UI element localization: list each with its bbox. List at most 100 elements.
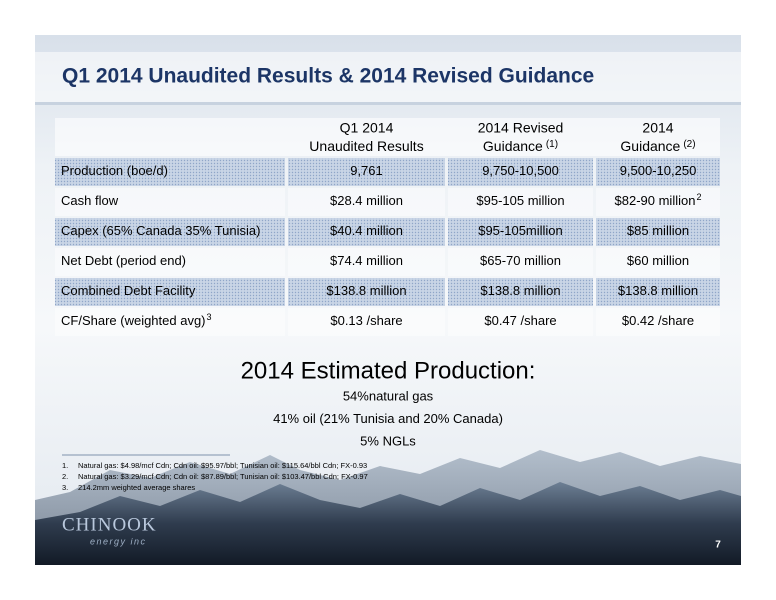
row-value: $65-70 million: [480, 253, 561, 268]
row-value: $60 million: [627, 253, 689, 268]
cell-text: 9,750-10,500: [482, 163, 559, 178]
cell-text: $0.42 /share: [622, 313, 694, 328]
production-heading: 2014 Estimated Production:: [241, 357, 536, 384]
cell-text: 9,761: [350, 163, 383, 178]
title-band: [35, 52, 741, 102]
cell-text: $28.4 million: [330, 193, 403, 208]
row-value: $95-105 million: [476, 193, 564, 208]
row-value: $0.42 /share: [622, 313, 694, 328]
table-cell: [596, 158, 720, 186]
table-cell: [596, 218, 720, 246]
table-cell: [448, 158, 593, 186]
row-value: $138.8 million: [326, 283, 406, 298]
footnote-text: 214.2mm weighted average shares: [78, 483, 195, 492]
mountains-front: [35, 482, 741, 565]
table-cell: [596, 188, 720, 216]
table-cell: [55, 248, 285, 276]
table-cell: [596, 278, 720, 306]
table-cell: [448, 248, 593, 276]
table-cell: [55, 188, 285, 216]
row-label: Cash flow: [61, 193, 119, 208]
table-cell: [55, 158, 285, 186]
cell-text: $138.8 million: [326, 283, 406, 298]
logo-name: CHINOOK: [62, 514, 157, 535]
cell-text: Capex (65% Canada 35% Tunisia): [61, 223, 260, 238]
header-superscript: (2): [683, 139, 695, 150]
table-cell: [448, 218, 593, 246]
production-line: 41% oil (21% Tunisia and 20% Canada): [273, 411, 503, 426]
footnote-number: 3.: [62, 483, 68, 492]
row-value: 9,761: [350, 163, 383, 178]
row-value: 9,750-10,500: [482, 163, 559, 178]
row-label: Combined Debt Facility: [61, 283, 196, 298]
footnote-number: 2.: [62, 472, 68, 481]
cell-text: $40.4 million: [330, 223, 403, 238]
header-text: Guidance: [483, 138, 543, 154]
table-cell: [288, 278, 445, 306]
row-value: $138.8 million: [480, 283, 560, 298]
header-line: Q1 2014: [340, 120, 394, 136]
cell-text: $60 million: [627, 253, 689, 268]
logo-tagline: energy inc: [90, 536, 147, 546]
row-label: CF/Share (weighted avg)3: [61, 312, 212, 328]
table-cell: [288, 248, 445, 276]
cell-text: $65-70 million: [480, 253, 561, 268]
table-cell: [288, 308, 445, 336]
footnote-number: 1.: [62, 461, 68, 470]
table-cell: [448, 278, 593, 306]
row-value: $82-90 million2: [615, 192, 702, 208]
row-value: $95-105million: [478, 223, 563, 238]
header-line: Unaudited Results: [309, 138, 423, 154]
cell-text: Combined Debt Facility: [61, 283, 196, 298]
table-cell: [288, 188, 445, 216]
cell-superscript: 3: [207, 312, 212, 322]
cell-text: $138.8 million: [618, 283, 698, 298]
row-value: $0.13 /share: [330, 313, 402, 328]
cell-text: Production (boe/d): [61, 163, 168, 178]
cell-text: $95-105million: [478, 223, 563, 238]
cell-text: CF/Share (weighted avg): [61, 313, 206, 328]
header-line: Guidance (2): [620, 138, 695, 154]
row-label: Capex (65% Canada 35% Tunisia): [61, 223, 260, 238]
row-value: $138.8 million: [618, 283, 698, 298]
row-value: $28.4 million: [330, 193, 403, 208]
table-cell: [55, 308, 285, 336]
footnote-text: Natural gas: $3.29/mcf Cdn; Cdn oil: $87…: [78, 472, 368, 481]
cell-text: $74.4 million: [330, 253, 403, 268]
row-label: Net Debt (period end): [61, 253, 186, 268]
header-line: Guidance (1): [483, 138, 558, 154]
cell-text: $82-90 million: [615, 193, 696, 208]
production-line: 5% NGLs: [360, 433, 416, 448]
footnote-text: Natural gas: $4.98/mcf Cdn; Cdn oil: $95…: [78, 461, 367, 470]
table-cell: [448, 188, 593, 216]
production-line: 54%natural gas: [343, 388, 434, 403]
row-value: 9,500-10,250: [620, 163, 697, 178]
table-header-bg: [55, 118, 720, 156]
table-cell: [448, 308, 593, 336]
header-text: Guidance: [620, 138, 680, 154]
row-value: $0.47 /share: [484, 313, 556, 328]
header-superscript: (1): [546, 139, 558, 150]
row-value: $40.4 million: [330, 223, 403, 238]
table-cell: [596, 308, 720, 336]
header-line: 2014: [642, 120, 673, 136]
table-cell: [55, 218, 285, 246]
cell-text: $0.47 /share: [484, 313, 556, 328]
cell-text: $138.8 million: [480, 283, 560, 298]
row-label: Production (boe/d): [61, 163, 168, 178]
table-cell: [288, 218, 445, 246]
cell-superscript: 2: [696, 192, 701, 202]
title-rule: [35, 102, 741, 105]
header-text: Unaudited Results: [309, 138, 423, 154]
slide-title: Q1 2014 Unaudited Results & 2014 Revised…: [62, 65, 594, 88]
table-cell: [596, 248, 720, 276]
row-value: $85 million: [627, 223, 689, 238]
cell-text: $0.13 /share: [330, 313, 402, 328]
page-number: 7: [715, 540, 721, 551]
cell-text: $85 million: [627, 223, 689, 238]
cell-text: Cash flow: [61, 193, 119, 208]
header-line: 2014 Revised: [478, 120, 564, 136]
table-cell: [288, 158, 445, 186]
